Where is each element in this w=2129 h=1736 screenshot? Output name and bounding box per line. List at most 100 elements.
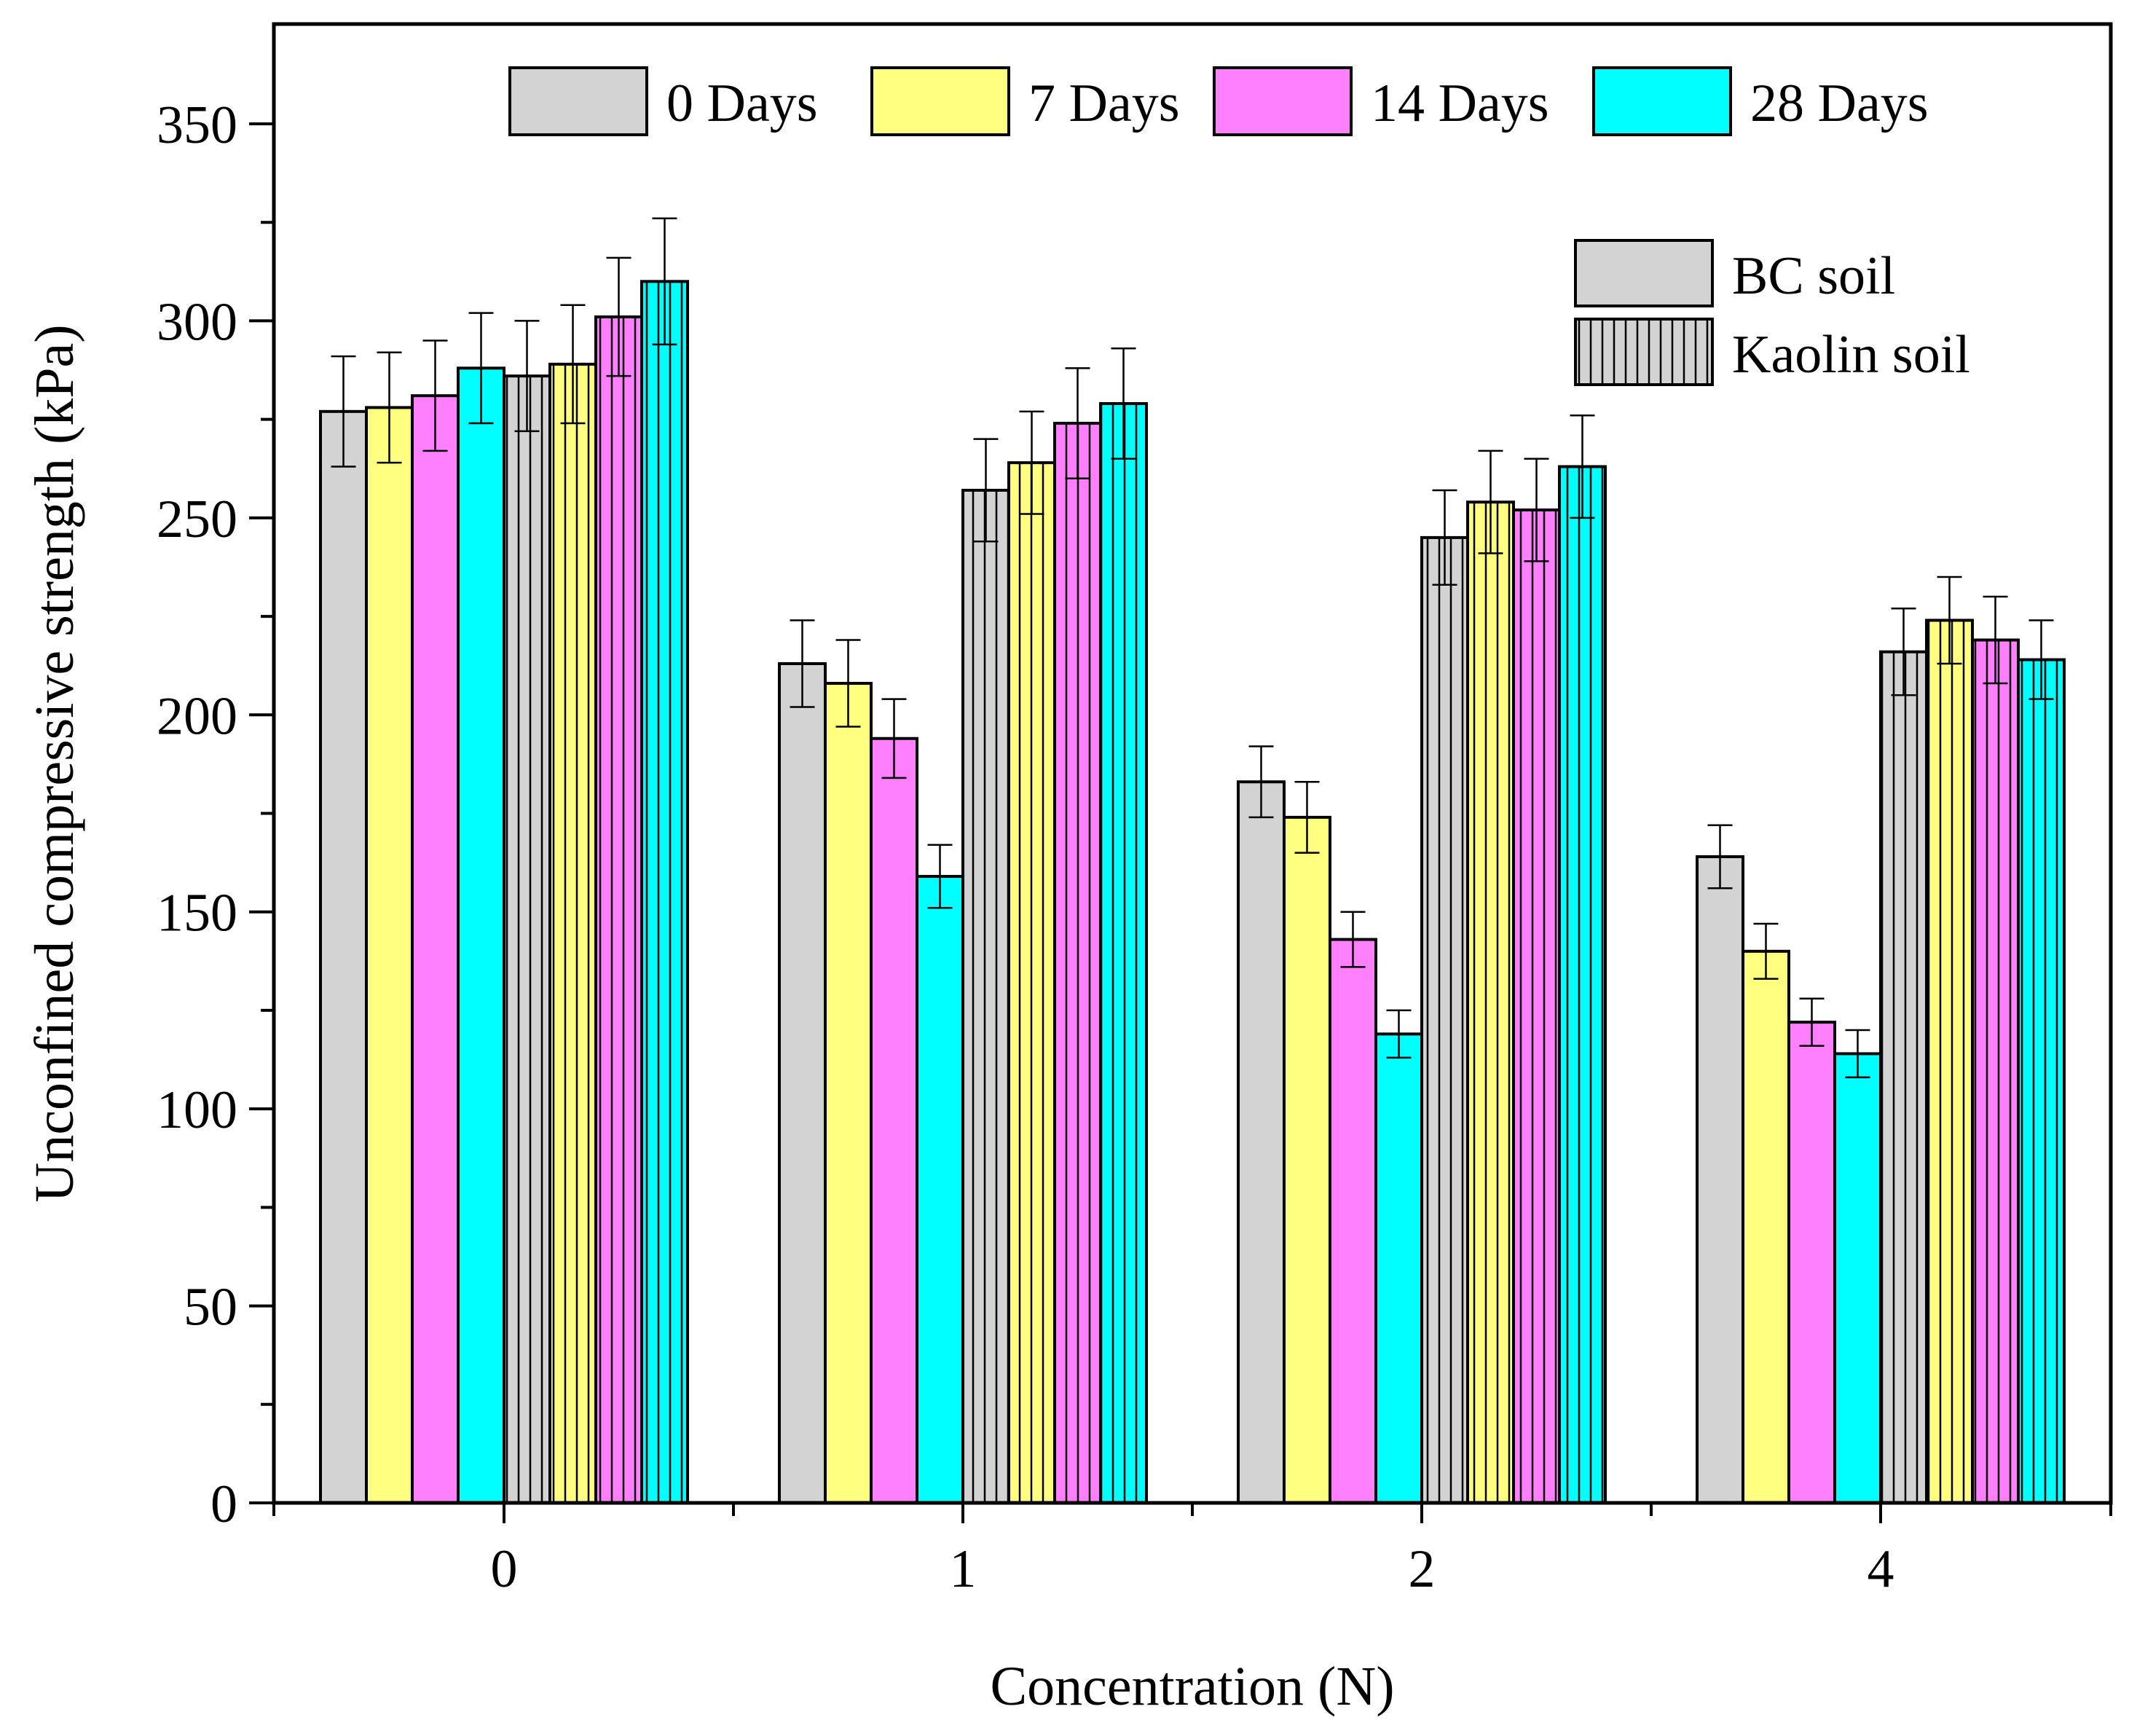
legend-swatch <box>1574 239 1714 307</box>
y-tick-label: 200 <box>157 686 237 746</box>
legend-swatch <box>1574 318 1714 386</box>
y-tick-label: 50 <box>184 1278 237 1338</box>
error-bar <box>973 438 999 543</box>
y-tick-label: 300 <box>157 292 237 352</box>
legend-days: 0 Days 7 Days 14 Days 28 Days <box>508 66 1929 136</box>
bar <box>1007 461 1056 1505</box>
bar <box>870 737 918 1504</box>
error-bar <box>1524 457 1549 562</box>
bar <box>1512 508 1561 1504</box>
legend-item-days: 0 Days <box>508 66 818 136</box>
legend-label: Kaolin soil <box>1732 325 1970 385</box>
bar <box>1879 650 1928 1505</box>
error-bar <box>652 217 677 346</box>
error-bar <box>560 304 586 425</box>
bar <box>1329 938 1377 1505</box>
error-bar <box>1294 780 1320 854</box>
error-bar <box>422 339 448 452</box>
bar <box>1925 618 1974 1504</box>
bar <box>1742 949 1790 1505</box>
x-tick-label: 0 <box>491 1539 518 1599</box>
error-bar <box>1707 824 1733 889</box>
error-bar <box>835 639 861 728</box>
bar <box>824 682 873 1505</box>
bar <box>365 406 414 1504</box>
legend-item-days: 14 Days <box>1213 66 1549 136</box>
legend-label: BC soil <box>1732 246 1895 306</box>
legend-item-days: 7 Days <box>870 66 1180 136</box>
error-bar <box>881 698 907 779</box>
error-bar <box>468 312 494 425</box>
error-bar <box>1570 414 1595 519</box>
error-bar <box>331 355 356 468</box>
error-bar <box>606 256 631 377</box>
bar <box>594 315 643 1504</box>
error-bar <box>1340 911 1366 968</box>
bar <box>457 366 505 1504</box>
y-tick-label: 350 <box>157 95 237 155</box>
bar <box>1696 855 1744 1504</box>
error-bar <box>1432 489 1457 586</box>
error-bar <box>790 619 815 708</box>
legend-swatch <box>870 66 1010 136</box>
x-tick-label: 4 <box>1868 1539 1894 1599</box>
bar <box>1053 422 1102 1505</box>
error-bar <box>1019 410 1044 515</box>
bar <box>1466 500 1515 1504</box>
error-bar <box>377 351 402 464</box>
legend-label: 14 Days <box>1371 74 1549 133</box>
error-bar <box>1111 347 1136 460</box>
legend-swatch <box>1592 66 1732 136</box>
y-tick-label: 150 <box>157 884 237 943</box>
legend-swatch <box>1213 66 1353 136</box>
error-bar <box>1983 595 2008 685</box>
bar <box>1237 780 1286 1504</box>
error-bar <box>1799 997 1825 1047</box>
error-bar <box>1937 576 1962 665</box>
bar <box>1787 1021 1836 1504</box>
error-bar <box>514 320 540 433</box>
legend-soil: BC soil Kaolin soil <box>1574 239 1970 386</box>
legend-swatch <box>508 66 648 136</box>
bar <box>916 875 964 1504</box>
bar <box>1099 402 1148 1504</box>
error-bar <box>1891 608 1916 696</box>
bar <box>1833 1052 1882 1504</box>
bar <box>548 362 597 1504</box>
y-tick-label: 250 <box>157 490 237 549</box>
error-bar <box>927 844 953 909</box>
bar <box>1971 638 2020 1504</box>
bar <box>640 280 689 1504</box>
error-bars-layer <box>331 217 2054 1079</box>
x-tick-label: 2 <box>1409 1539 1436 1599</box>
legend-item-soil: Kaolin soil <box>1574 318 1970 386</box>
error-bar <box>1753 922 1779 980</box>
bar <box>319 409 368 1505</box>
error-bar <box>1386 1009 1412 1059</box>
bar <box>1420 535 1469 1504</box>
error-bar <box>1065 367 1090 480</box>
bar <box>778 661 827 1505</box>
legend-item-days: 28 Days <box>1592 66 1929 136</box>
axes-layer: 0 50 100 150 200 250 300 350 0 1 2 4 <box>157 95 2112 1599</box>
bar <box>2017 658 2066 1505</box>
bar <box>1558 465 1607 1505</box>
error-bar <box>1845 1029 1870 1079</box>
error-bar <box>1248 745 1274 819</box>
bar <box>1283 815 1331 1504</box>
x-tick-label: 1 <box>950 1539 977 1599</box>
error-bar <box>2028 619 2054 700</box>
bar <box>411 394 460 1504</box>
bar <box>961 488 1010 1504</box>
y-tick-label: 0 <box>210 1474 237 1534</box>
legend-label: 28 Days <box>1750 74 1929 133</box>
legend-label: 0 Days <box>666 74 818 133</box>
bar <box>1374 1032 1423 1504</box>
error-bar <box>1478 449 1503 554</box>
legend-label: 7 Days <box>1028 74 1180 133</box>
bar <box>503 374 551 1504</box>
x-axis-label: Concentration (N) <box>990 1656 1394 1717</box>
y-tick-label: 100 <box>157 1080 237 1140</box>
legend-item-soil: BC soil <box>1574 239 1895 307</box>
